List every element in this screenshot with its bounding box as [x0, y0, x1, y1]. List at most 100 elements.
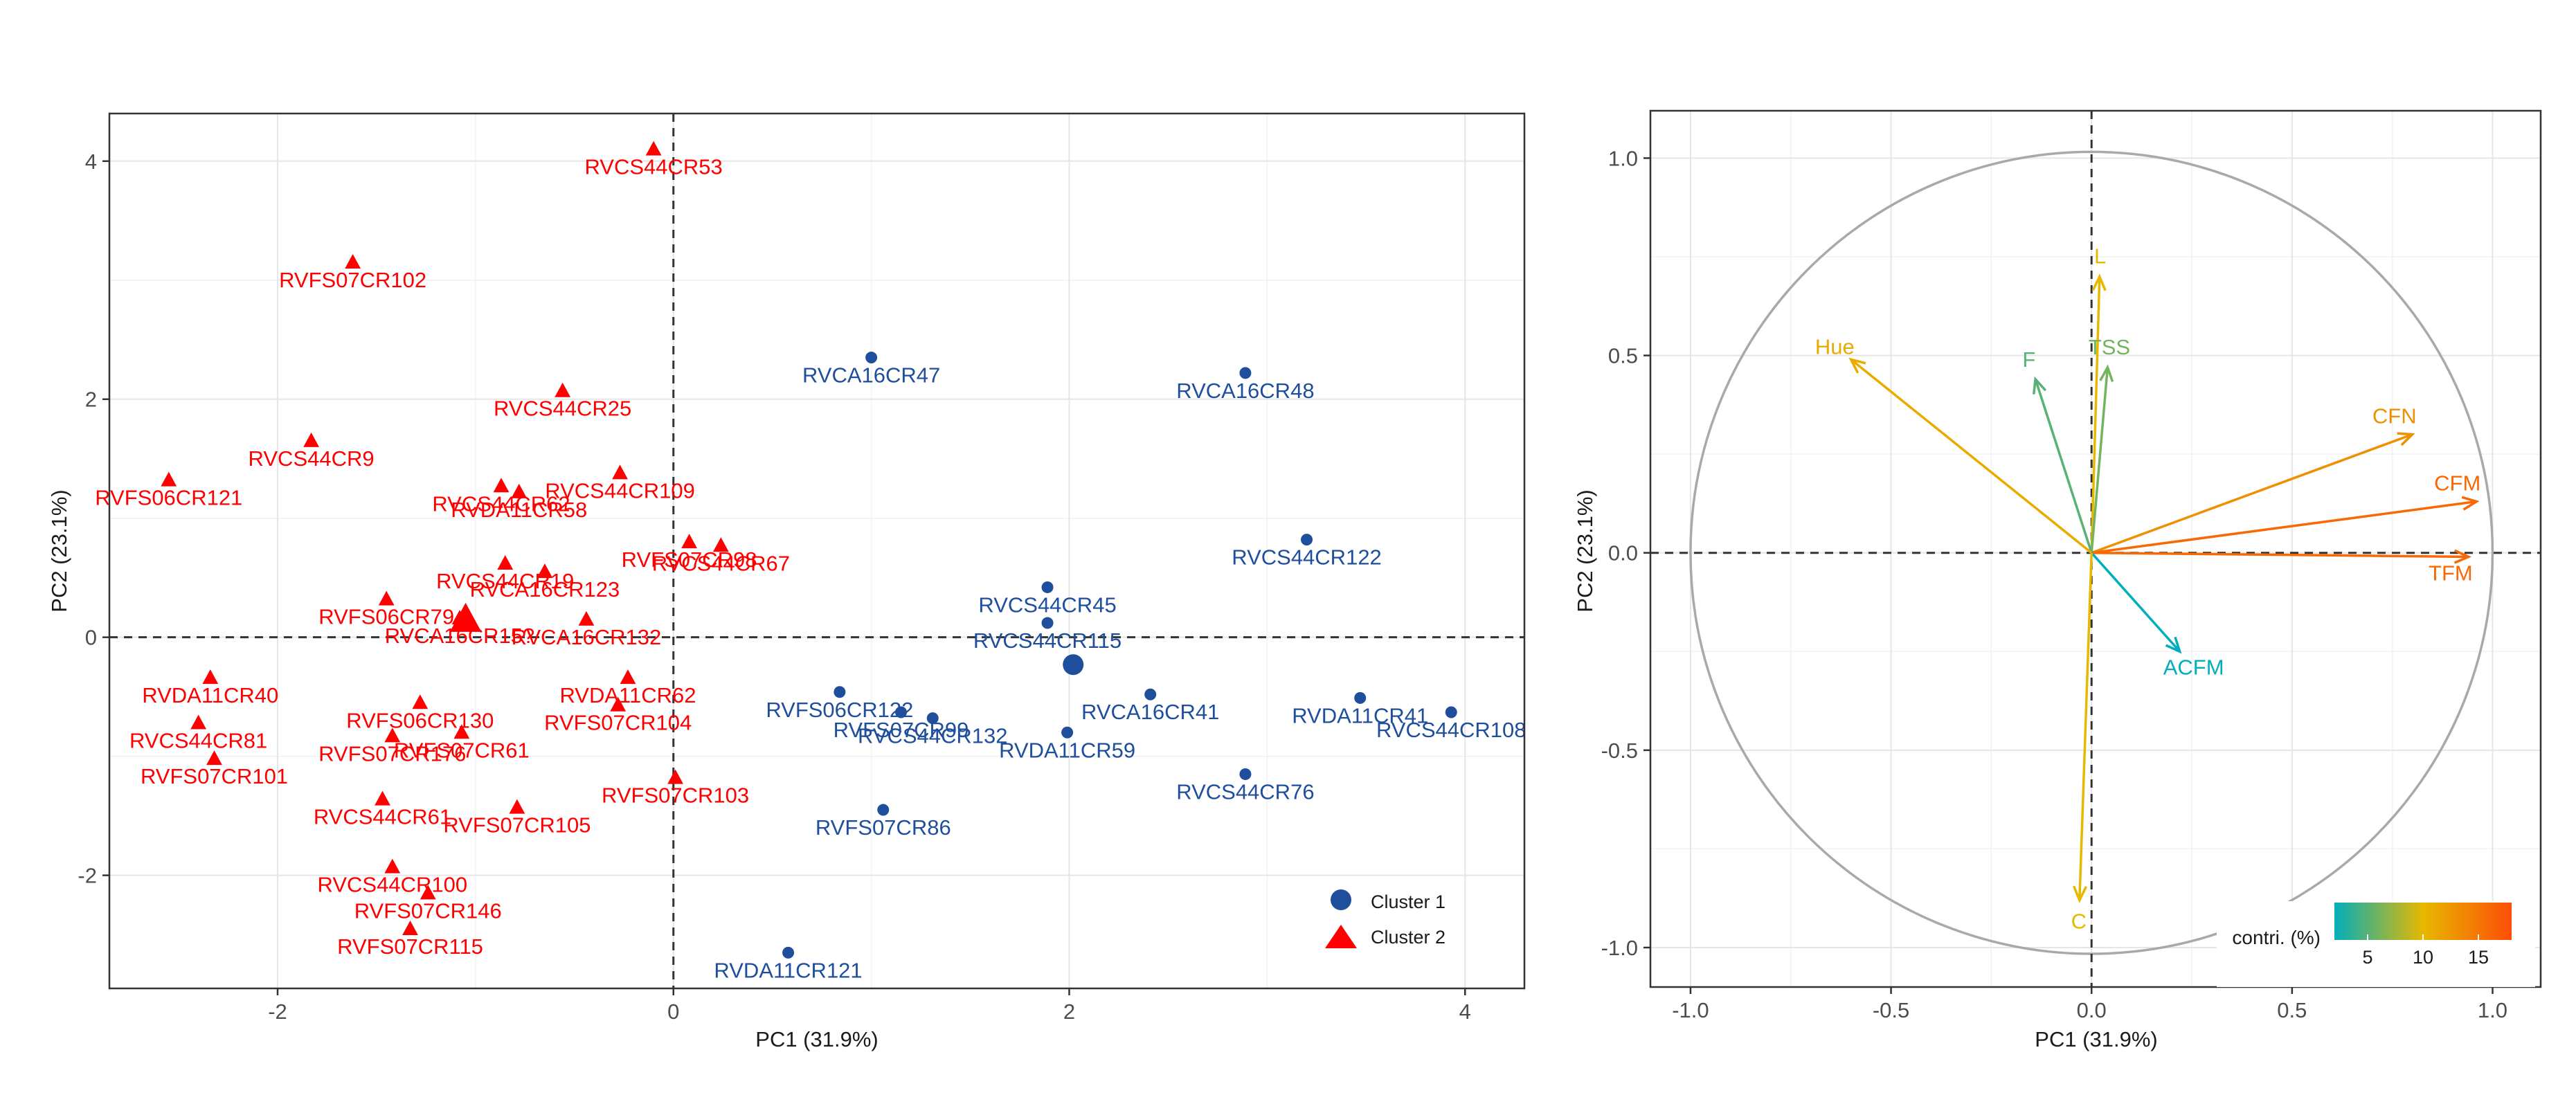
point-rvca16cr47 [865, 352, 878, 364]
arrow-c [2078, 552, 2093, 901]
colorbar-tick-label: 15 [2468, 947, 2489, 968]
left-y-tick-label: 2 [85, 388, 97, 412]
point-rvcs44cr76 [1239, 768, 1252, 780]
colorbar-ticks: 5 10 15 [2362, 934, 2489, 968]
left-reference-lines [109, 114, 1524, 988]
label-rvfs07cr176: RVFS07CR176 [318, 741, 466, 766]
label-rvfs06cr79: RVFS06CR79 [318, 605, 454, 629]
point-rvfs07cr86 [877, 804, 890, 816]
label-rvcs44cr122: RVCS44CR122 [1232, 545, 1382, 570]
label-rvcs44cr109: RVCS44CR109 [545, 478, 695, 503]
right-tick-labels: -1.0 -0.5 0.0 0.5 1.0 -1.0 -0.5 0.0 0.5 1.0 [1601, 146, 2507, 1022]
point-rvcs44cr53 [645, 141, 662, 156]
left-y-tick-label: 0 [85, 626, 97, 650]
legend-cluster-1-label: Cluster 1 [1371, 892, 1445, 912]
arrow-cfn [2091, 433, 2413, 554]
variable-label-cfm: CFM [2434, 471, 2480, 496]
label-rvda11cr58: RVDA11CR58 [451, 498, 587, 522]
point-rvca16cr132 [578, 610, 595, 626]
right-x-tick-label: -1.0 [1672, 998, 1709, 1022]
point-rvcs44cr9 [303, 432, 319, 447]
point-rvda11cr41 [1354, 691, 1367, 704]
right-y-tick-label: -0.5 [1601, 739, 1638, 763]
arrow-hue [1850, 358, 2093, 554]
point-rvcs44cr67 [712, 537, 729, 552]
point-rvfs07cr61 [453, 724, 470, 739]
point-rvcs44cr109 [612, 464, 628, 480]
arrowhead-f [2033, 376, 2047, 395]
variable-label-hue: Hue [1815, 334, 1855, 359]
point-rvcs44cr25 [555, 382, 571, 397]
right-y-tick-label: 0.5 [1608, 344, 1638, 368]
label-rvcs44cr61: RVCS44CR61 [314, 805, 451, 829]
label-rvcs44cr132: RVCS44CR132 [858, 724, 1008, 748]
label-rvfs07cr101: RVFS07CR101 [141, 764, 288, 788]
point-rvcs44cr62 [493, 478, 510, 493]
arrowhead-hue [1848, 357, 1866, 374]
colorbar-gradient [2334, 903, 2512, 940]
point-rvda11cr62 [620, 669, 636, 685]
colorbar-title: contri. (%) [2232, 927, 2321, 948]
point-rvfs07cr146 [420, 885, 436, 900]
colorbar-tick-label: 5 [2362, 947, 2372, 968]
label-rvcs44cr45: RVCS44CR45 [978, 592, 1116, 617]
legend-cluster-1-marker [1331, 889, 1351, 910]
label-rvcs44cr67: RVCS44CR67 [652, 551, 790, 575]
left-y-tick-label: 4 [85, 150, 97, 174]
point-rvca16cr48 [1239, 367, 1252, 379]
label-rvcs44cr108: RVCS44CR108 [1376, 718, 1526, 742]
label-rvfs07cr61: RVFS07CR61 [394, 738, 530, 762]
label-rvcs44cr62: RVCS44CR62 [432, 491, 570, 516]
left-x-tick-label: 2 [1063, 999, 1075, 1024]
arrow-l [2090, 276, 2101, 553]
variable-label-tss: TSS [2089, 335, 2130, 359]
point-rvfs07cr104 [610, 696, 627, 712]
label-rvca16cr132: RVCA16CR132 [512, 625, 662, 649]
left-point-labels: RVCA16CR47 RVCA16CR48 RVCS44CR45 RVCS44CR11… [95, 155, 1526, 983]
pca-individuals-panel: RVCA16CR47 RVCA16CR48 RVCS44CR45 RVCS44CR11… [47, 112, 1526, 1051]
point-rvcs44cr100 [384, 858, 401, 874]
right-x-axis-title: PC1 (31.9%) [2035, 1027, 2157, 1051]
legend-cluster-2-marker [1325, 925, 1357, 948]
variable-label-tfm: TFM [2429, 561, 2473, 585]
arrow-f [2034, 379, 2093, 554]
label-rvfs07cr115: RVFS07CR115 [337, 934, 483, 959]
label-rvcs44cr81: RVCS44CR81 [129, 729, 267, 753]
label-rvda11cr121: RVDA11CR121 [714, 958, 862, 982]
right-x-tick-label: 0.0 [2077, 998, 2107, 1022]
label-rvcs44cr53: RVCS44CR53 [584, 155, 722, 179]
point-rvfs07cr101 [206, 750, 222, 766]
label-rvfs06cr121: RVFS06CR121 [95, 486, 242, 510]
label-rvca16cr47: RVCA16CR47 [802, 363, 940, 388]
arrowhead-cfm [2461, 496, 2480, 511]
right-y-tick-label: -1.0 [1601, 936, 1638, 960]
arrowhead-acfm [2165, 636, 2182, 654]
left-y-axis-title: PC2 (23.1%) [47, 489, 71, 612]
point-rvcs44cr132 [926, 712, 939, 725]
variable-label-f: F [2022, 347, 2035, 372]
label-rvcs44cr115: RVCS44CR115 [973, 628, 1122, 653]
contribution-colorbar: contri. (%) 5 10 15 [2217, 901, 2535, 987]
variable-label-cfn: CFN [2372, 404, 2417, 428]
arrow-cfm [2091, 500, 2477, 554]
right-x-tick-label: 1.0 [2478, 998, 2507, 1022]
right-x-tick-label: 0.5 [2277, 998, 2307, 1022]
label-rvfs07cr105: RVFS07CR105 [443, 813, 591, 838]
point-rvcs44cr61 [375, 790, 390, 806]
right-plot-frame [1649, 109, 2542, 988]
point-rvfs07cr102 [345, 253, 361, 269]
label-rvfs07cr98: RVFS07CR98 [622, 548, 757, 572]
label-rvda11cr59: RVDA11CR59 [999, 738, 1135, 762]
arrow-tfm [2091, 551, 2469, 559]
label-rvfs07cr103: RVFS07CR103 [602, 784, 749, 808]
point-rvcs44cr19 [497, 555, 514, 570]
point-rvfs06cr79 [378, 590, 395, 606]
point-rvca16cr41 [1144, 688, 1157, 700]
arrowhead-c [2072, 885, 2088, 903]
point-rvfs06cr121 [161, 471, 177, 487]
label-rvca16cr48: RVCA16CR48 [1176, 379, 1314, 403]
arrowhead-l [2091, 273, 2107, 291]
label-rvfs07cr86: RVFS07CR86 [816, 815, 951, 840]
point-rvcs44cr122 [1301, 534, 1313, 546]
point-rvcs44cr45 [1041, 581, 1054, 593]
